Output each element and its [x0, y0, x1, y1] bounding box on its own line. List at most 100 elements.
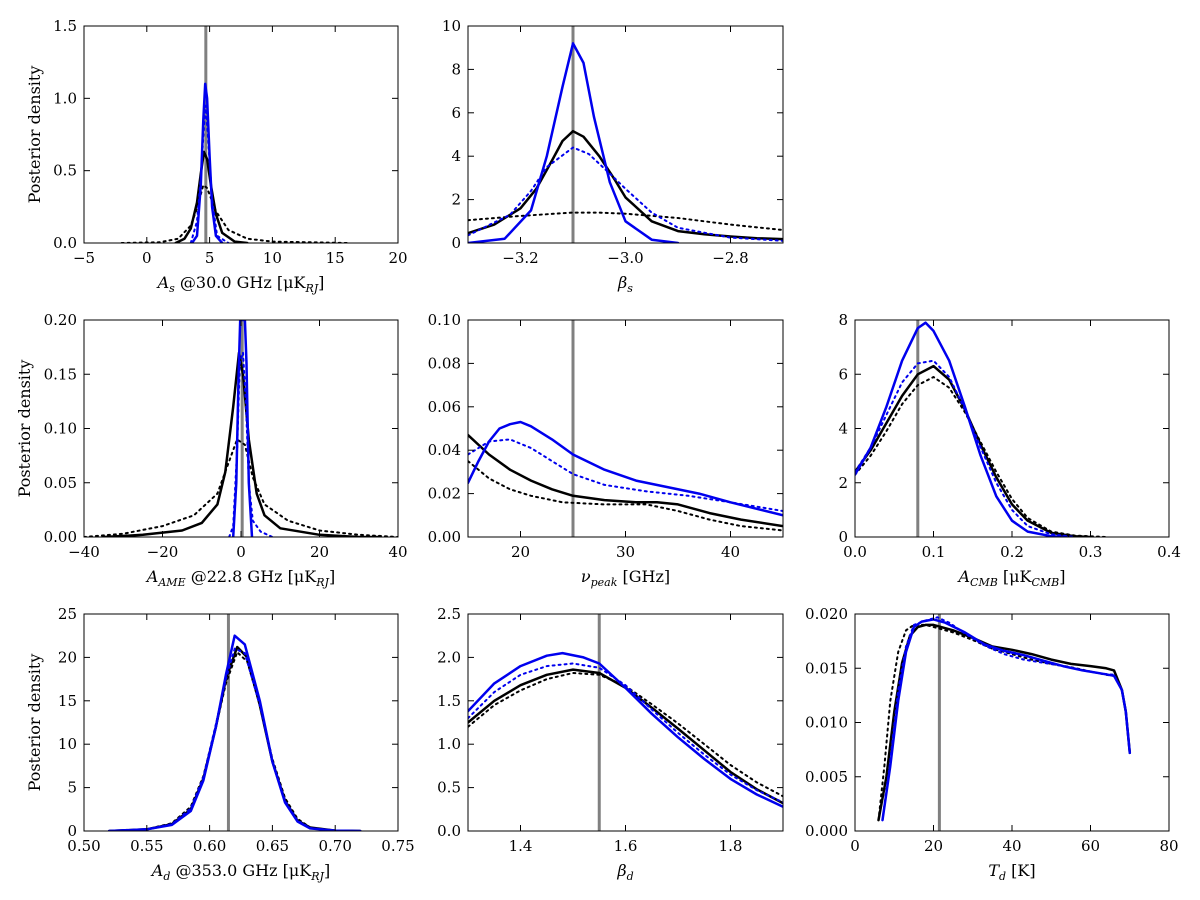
x-tick-label: 60	[1081, 837, 1100, 855]
y-tick-label: 6	[838, 365, 848, 383]
y-tick-label: 0	[451, 234, 461, 252]
series-blue-solid	[107, 634, 362, 831]
x-axis-label: AAME @22.8 GHz [μKRJ]	[145, 567, 335, 589]
y-tick-label: 1.0	[53, 89, 77, 107]
y-tick-label: 15	[58, 692, 77, 710]
x-axis-label: As @30.0 GHz [μKRJ]	[156, 273, 325, 295]
x-tick-label: 20	[310, 543, 329, 561]
subplot-4: 20 30 40 0.00 0.02 0.04 0.06 0.08 0.10 νpeak [GHz…	[428, 311, 784, 589]
series-black-dotted	[877, 623, 1131, 822]
x-tick-label: 0.0	[843, 543, 867, 561]
x-tick-label: 0.70	[318, 837, 351, 855]
y-tick-label: 2	[838, 474, 848, 492]
subplot-grid: −5 0 5 10 15 200.00.51.01.5As @30.0 GHz [μKRJ…	[15, 17, 1181, 883]
series-black-dotted	[120, 184, 349, 243]
x-tick-label: 0.75	[381, 837, 414, 855]
subplot-3: −40 −20 0 20 40 0.00 0.05 0.10 0.15 0.20 AAME @22.…	[15, 311, 408, 589]
y-tick-label: 0.010	[805, 714, 848, 732]
y-tick-label: 0.10	[428, 311, 461, 329]
x-tick-label: 20	[511, 543, 530, 561]
x-tick-label: 80	[1159, 837, 1178, 855]
y-tick-label: 0.5	[53, 162, 77, 180]
x-tick-label: −3.0	[607, 249, 643, 267]
y-axis-label: Posterior density	[25, 66, 44, 204]
series-blue-dotted	[468, 662, 783, 804]
x-tick-label: 20	[924, 837, 943, 855]
x-tick-label: 1.6	[614, 837, 638, 855]
y-tick-label: 0.005	[805, 768, 848, 786]
series-blue-solid	[468, 420, 783, 517]
x-tick-label: 0	[142, 249, 152, 267]
y-tick-label: 0.08	[428, 354, 461, 372]
x-tick-label: −3.2	[502, 249, 538, 267]
x-tick-label: −2.8	[712, 249, 748, 267]
series-black-solid	[107, 645, 362, 831]
y-tick-label: 8	[838, 311, 848, 329]
x-tick-label: 15	[326, 249, 345, 267]
y-tick-label: 8	[451, 60, 461, 78]
y-tick-label: 6	[451, 104, 461, 122]
y-tick-label: 1.5	[53, 17, 77, 35]
series-blue-solid	[468, 42, 680, 243]
y-tick-label: 0.020	[805, 605, 848, 623]
x-tick-label: 0.3	[1079, 543, 1103, 561]
series-blue-dotted	[468, 438, 783, 512]
y-tick-label: 0.00	[44, 528, 77, 546]
series-black-solid	[468, 129, 783, 241]
y-tick-label: 20	[58, 648, 77, 666]
x-axis-label: Td [K]	[988, 861, 1035, 883]
x-axis-label: βs	[617, 273, 633, 295]
subplot-2: −3.2 −3.0 −2.8 0 2 4 6 8 10 βs	[442, 17, 784, 295]
x-tick-label: 30	[616, 543, 635, 561]
y-tick-label: 1.0	[437, 735, 461, 753]
x-tick-label: 0.55	[130, 837, 163, 855]
x-tick-label: 0.65	[256, 837, 289, 855]
subplot-5: 0.0 0.1 0.2 0.3 0.4 0 2 4 6 8 ACMB [μKCMB]	[838, 311, 1180, 589]
series-blue-solid	[190, 82, 224, 243]
y-tick-label: 2	[451, 191, 461, 209]
x-tick-label: 0	[850, 837, 860, 855]
y-tick-label: 0.02	[428, 485, 461, 503]
x-axis-label: νpeak [GHz]	[581, 567, 670, 589]
subplot-7: 1.4 1.6 1.8 0.0 0.5 1.0 1.5 2.0 2.5 βd	[437, 605, 784, 883]
y-tick-label: 1.5	[437, 692, 461, 710]
x-tick-label: 0	[236, 543, 246, 561]
x-tick-label: 0.50	[67, 837, 100, 855]
x-tick-label: 1.4	[509, 837, 533, 855]
y-tick-label: 0.00	[428, 528, 461, 546]
y-tick-label: 0	[838, 528, 848, 546]
series-black-dotted	[468, 460, 783, 532]
x-tick-label: −5	[73, 249, 95, 267]
series-black-solid	[174, 150, 249, 243]
y-tick-label: 25	[58, 605, 77, 623]
subplot-8: 0 20 40 60 80 0.000 0.005 0.010 0.015 0.020 Td [K]	[805, 605, 1179, 883]
y-tick-label: 0.015	[805, 659, 848, 677]
axes-frame	[854, 613, 1170, 832]
series-blue-dotted	[855, 359, 1076, 537]
series-black-solid	[468, 433, 783, 528]
x-tick-label: 5	[205, 249, 215, 267]
y-tick-label: 0.10	[44, 420, 77, 438]
y-tick-label: 0.05	[44, 474, 77, 492]
x-tick-label: 40	[388, 543, 407, 561]
axes-frame	[83, 613, 399, 832]
series-black-dotted	[84, 438, 398, 537]
y-tick-label: 4	[838, 420, 848, 438]
subplot-6: 0.50 0.55 0.60 0.65 0.70 0.75 0 5 10 15 20 25 Ad @35…	[25, 605, 415, 883]
x-tick-label: 1.8	[719, 837, 743, 855]
series-blue-dotted	[468, 146, 783, 242]
y-tick-label: 10	[58, 735, 77, 753]
series-blue-dotted	[881, 616, 1131, 822]
y-tick-label: 0.20	[44, 311, 77, 329]
y-tick-label: 0.06	[428, 398, 461, 416]
series-blue-dotted	[108, 647, 362, 831]
x-tick-label: 0.2	[1000, 543, 1024, 561]
x-tick-label: 40	[1002, 837, 1021, 855]
y-tick-label: 0.000	[805, 822, 848, 840]
x-axis-label: βd	[616, 861, 633, 883]
y-tick-label: 0.04	[428, 441, 461, 459]
series-black-dotted	[468, 211, 783, 231]
x-tick-label: −40	[68, 543, 100, 561]
y-tick-label: 0.5	[437, 779, 461, 797]
